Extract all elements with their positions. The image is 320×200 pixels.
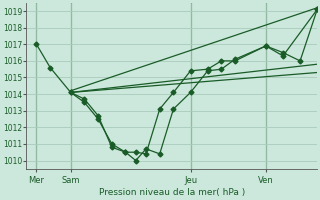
X-axis label: Pression niveau de la mer( hPa ): Pression niveau de la mer( hPa ) xyxy=(99,188,245,197)
